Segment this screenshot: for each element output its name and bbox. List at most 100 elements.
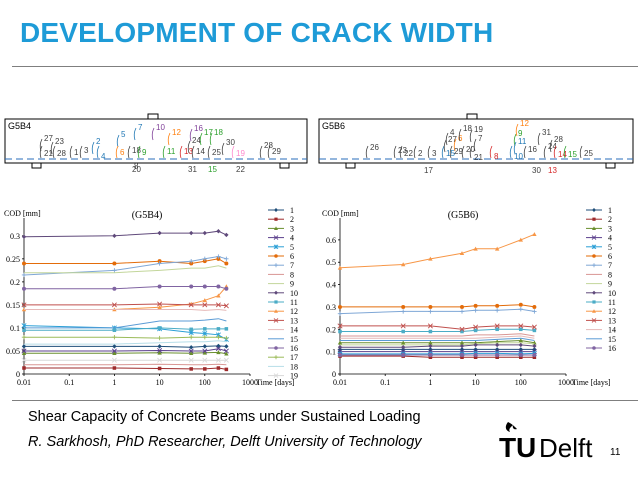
crack-line <box>523 145 527 159</box>
crack-label: 19 <box>474 125 483 134</box>
legend-marker <box>274 263 278 268</box>
series-2 <box>22 366 229 372</box>
data-point <box>189 284 194 289</box>
support-left <box>31 162 42 169</box>
data-point <box>21 351 27 356</box>
series-13 <box>337 323 537 332</box>
data-point <box>337 311 343 316</box>
legend-label: 11 <box>608 298 616 307</box>
data-point <box>112 366 117 370</box>
legend-label: 14 <box>290 326 298 335</box>
data-point <box>427 349 433 355</box>
legend-marker <box>274 254 278 258</box>
crack-line <box>453 138 457 152</box>
legend-label: 13 <box>290 316 298 325</box>
x-tick-label: 10 <box>472 378 480 387</box>
data-point <box>21 234 27 239</box>
footer-presentation-title: Shear Capacity of Concrete Beams under S… <box>28 409 421 425</box>
crack-line <box>449 145 453 159</box>
data-point <box>202 302 208 308</box>
crack-label: 31 <box>542 128 551 137</box>
data-point <box>532 304 537 309</box>
data-point <box>459 309 465 314</box>
legend-label: 15 <box>608 335 616 344</box>
crack-line <box>549 139 553 153</box>
legend-marker <box>274 217 278 221</box>
legend-label: 17 <box>290 353 298 362</box>
crack-label: 16 <box>194 124 203 133</box>
legend-marker <box>592 263 596 268</box>
crack-label: 14 <box>558 150 567 159</box>
data-point <box>494 246 500 251</box>
crack-line <box>151 127 155 141</box>
legend-label: 2 <box>290 215 294 224</box>
crack-line <box>489 145 493 159</box>
legend-marker <box>274 300 278 304</box>
slide-title: DEVELOPMENT OF CRACK WIDTH <box>20 17 494 48</box>
crack-line <box>52 145 56 159</box>
data-point <box>157 347 163 354</box>
svg-text:U: U <box>516 432 536 462</box>
crack-label: 15 <box>568 150 577 159</box>
data-point <box>112 328 117 333</box>
crack-line <box>553 145 557 159</box>
series-line <box>340 344 535 348</box>
data-point <box>400 262 406 267</box>
crack-label: 18 <box>132 146 141 155</box>
data-point <box>473 328 478 333</box>
data-point <box>473 353 478 357</box>
series-line <box>340 339 535 344</box>
series-line <box>24 258 227 265</box>
crack-line <box>221 142 225 156</box>
crack-label: 23 <box>55 137 64 146</box>
data-point <box>400 340 406 345</box>
data-point <box>460 353 464 357</box>
crack-label: 25 <box>584 149 593 158</box>
legend-marker <box>274 290 278 295</box>
crack-line <box>267 145 271 159</box>
data-point <box>518 338 523 343</box>
crack-label: 27 <box>448 135 457 144</box>
data-point <box>157 259 162 264</box>
data-point <box>157 366 162 371</box>
crack-line <box>469 145 473 159</box>
data-point <box>519 355 523 359</box>
data-point <box>157 344 162 349</box>
crack-label: 6 <box>120 148 125 157</box>
load-plate <box>466 113 478 120</box>
data-point <box>460 329 464 334</box>
y-tick-label: 0.4 <box>326 281 336 290</box>
data-point <box>532 343 537 349</box>
legend-label: 10 <box>608 289 616 298</box>
flame-icon <box>505 422 517 432</box>
data-point <box>203 367 207 371</box>
footer-divider <box>12 400 638 401</box>
data-point <box>188 357 194 363</box>
legend-label: 10 <box>290 289 298 298</box>
data-point <box>157 357 163 363</box>
crack-line <box>365 145 369 159</box>
crack-line <box>191 145 195 159</box>
data-point <box>473 342 478 348</box>
data-point <box>157 261 162 266</box>
x-tick-label: 0.01 <box>333 378 347 387</box>
crack-label: 19 <box>236 149 245 158</box>
data-point <box>473 308 478 313</box>
data-point <box>216 366 221 370</box>
crack-label: 11 <box>518 137 527 146</box>
crack-line <box>231 145 235 159</box>
series-line <box>340 333 535 337</box>
series-line <box>340 342 535 346</box>
y-tick-label: 0.3 <box>10 232 20 241</box>
crack-line <box>127 145 131 159</box>
x-tick-label: 100 <box>199 378 211 387</box>
crack-line <box>515 123 519 137</box>
crack-line <box>543 145 547 159</box>
data-point <box>495 353 500 357</box>
data-point <box>338 304 342 309</box>
load-plate <box>147 113 159 120</box>
data-point <box>400 323 406 329</box>
data-point <box>202 256 207 262</box>
legend-label: 3 <box>608 224 612 233</box>
data-point <box>21 344 27 349</box>
